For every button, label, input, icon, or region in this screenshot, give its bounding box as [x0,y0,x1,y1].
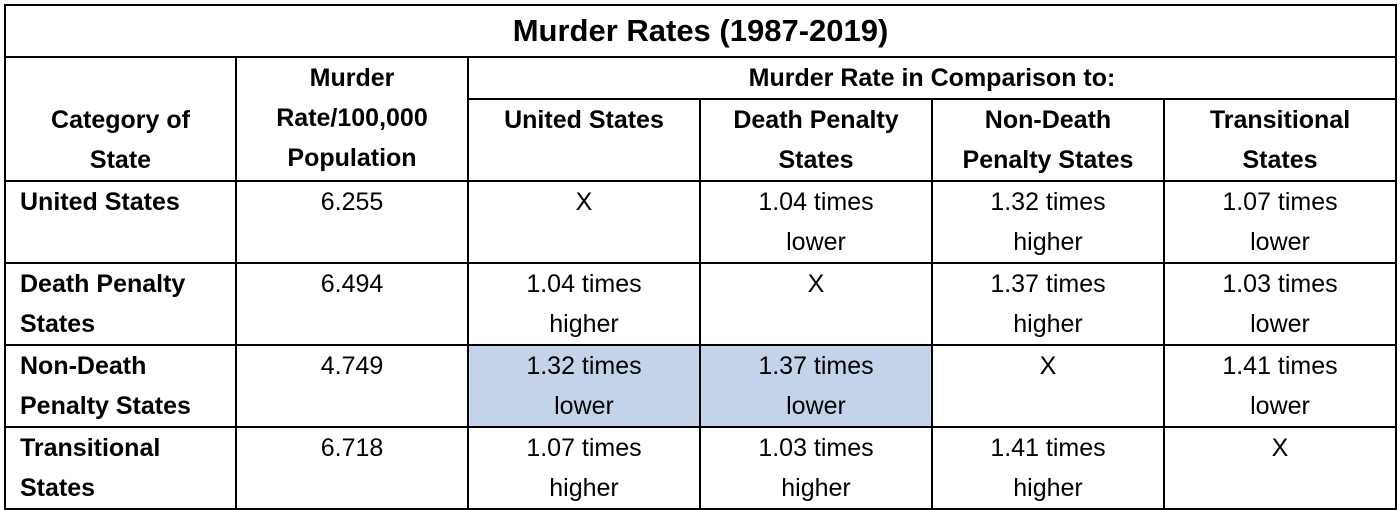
comparison-cell: X [931,344,1165,428]
rate-cell: 6.494 [235,262,469,346]
comparison-cell-text: 1.41 times lower [1222,352,1338,420]
comparison-cell: 1.04 times higher [467,262,701,346]
comparison-cell-text: 1.37 times lower [758,352,874,420]
header-rate: Murder Rate/100,000 Population [235,56,469,182]
table-row: Transitional States 6.718 1.07 times hig… [4,426,1397,510]
comparison-cell-text: 1.32 times higher [990,188,1106,256]
rate-cell: 6.255 [235,180,469,264]
row-label: Death Penalty States [4,262,237,346]
comparison-cell: X [467,180,701,264]
comparison-cell-text: 1.37 times higher [990,270,1106,338]
header-category-label: Category of State [51,106,190,174]
comparison-cell-text: 1.04 times lower [758,188,874,256]
comparison-cell: 1.32 times higher [931,180,1165,264]
comparison-cell-highlighted: 1.37 times lower [699,344,933,428]
rate-cell: 4.749 [235,344,469,428]
murder-rates-table: Murder Rates (1987-2019) Category of Sta… [4,4,1397,510]
comparison-cell-highlighted: 1.32 times lower [467,344,701,428]
table-row: Non-Death Penalty States 4.749 1.32 time… [4,344,1397,428]
row-label: United States [4,180,237,264]
comparison-cell: X [699,262,933,346]
header-category: Category of State [4,56,237,182]
comparison-cell: 1.41 times lower [1163,344,1397,428]
comparison-cell-text: 1.07 times higher [526,434,642,502]
header-col-death-penalty: Death Penalty States [699,98,933,182]
comparison-cell-text: 1.41 times higher [990,434,1106,502]
table-title: Murder Rates (1987-2019) [4,4,1397,58]
comparison-cell: X [1163,426,1397,510]
header-rate-label: Murder Rate/100,000 Population [276,64,428,172]
comparison-cell: 1.07 times higher [467,426,701,510]
header-col-transitional: Transitional States [1163,98,1397,182]
comparison-cell-text: 1.04 times higher [526,270,642,338]
comparison-cell: 1.41 times higher [931,426,1165,510]
row-label: Non-Death Penalty States [4,344,237,428]
comparison-cell-text: 1.03 times higher [758,434,874,502]
rate-cell: 6.718 [235,426,469,510]
header-comparison-group: Murder Rate in Comparison to: [467,56,1397,100]
header-col-united-states: United States [467,98,701,182]
header-col-non-death-penalty: Non-Death Penalty States [931,98,1165,182]
comparison-cell-text: 1.32 times lower [526,352,642,420]
comparison-cell: 1.37 times higher [931,262,1165,346]
comparison-cell-text: 1.07 times lower [1222,188,1338,256]
header-col-non-death-penalty-label: Non-Death Penalty States [962,106,1134,174]
header-col-transitional-label: Transitional States [1209,106,1351,174]
comparison-cell-text: 1.03 times lower [1222,270,1338,338]
table-row: Death Penalty States 6.494 1.04 times hi… [4,262,1397,346]
table-row: United States 6.255 X 1.04 times lower 1… [4,180,1397,264]
comparison-cell: 1.07 times lower [1163,180,1397,264]
comparison-cell: 1.03 times higher [699,426,933,510]
comparison-cell: 1.03 times lower [1163,262,1397,346]
row-label: Transitional States [4,426,237,510]
comparison-cell: 1.04 times lower [699,180,933,264]
